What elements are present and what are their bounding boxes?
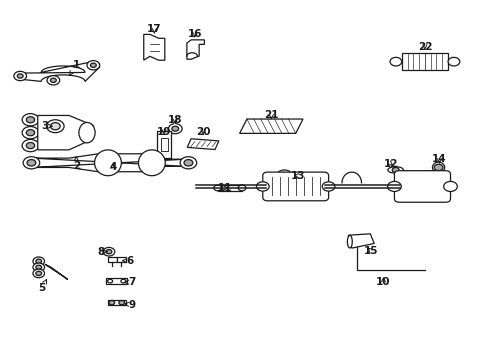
Text: 4: 4 <box>109 162 116 172</box>
Text: 5: 5 <box>39 279 46 293</box>
Circle shape <box>180 157 196 169</box>
Circle shape <box>26 143 35 149</box>
Text: 1: 1 <box>69 60 80 76</box>
Bar <box>157 131 171 158</box>
Text: 17: 17 <box>147 24 161 35</box>
Circle shape <box>26 117 35 123</box>
Text: 21: 21 <box>264 110 278 120</box>
Text: 10: 10 <box>375 277 390 287</box>
Text: 13: 13 <box>290 171 305 181</box>
Circle shape <box>443 181 456 192</box>
Circle shape <box>46 120 64 133</box>
Polygon shape <box>187 139 219 149</box>
Circle shape <box>36 271 41 275</box>
FancyBboxPatch shape <box>262 172 328 201</box>
Circle shape <box>22 114 39 126</box>
Circle shape <box>256 182 268 191</box>
Text: 7: 7 <box>124 277 136 287</box>
Text: 6: 6 <box>122 256 133 266</box>
Bar <box>117 257 125 262</box>
Circle shape <box>447 57 459 66</box>
Polygon shape <box>217 185 242 191</box>
Polygon shape <box>143 35 164 60</box>
Circle shape <box>433 164 442 171</box>
Circle shape <box>119 301 124 305</box>
Polygon shape <box>38 116 93 150</box>
Circle shape <box>22 126 39 139</box>
Circle shape <box>391 167 398 172</box>
Ellipse shape <box>79 122 95 143</box>
Text: 18: 18 <box>168 115 182 125</box>
Polygon shape <box>347 234 373 248</box>
Circle shape <box>33 257 44 265</box>
Bar <box>401 53 447 70</box>
Circle shape <box>36 259 41 264</box>
Circle shape <box>238 185 245 191</box>
Polygon shape <box>17 62 100 81</box>
FancyBboxPatch shape <box>394 171 449 202</box>
Circle shape <box>109 301 115 305</box>
Circle shape <box>23 157 40 169</box>
Ellipse shape <box>94 150 121 176</box>
Text: 9: 9 <box>124 300 136 310</box>
Circle shape <box>107 279 112 283</box>
Text: 12: 12 <box>383 159 397 169</box>
Circle shape <box>33 269 44 278</box>
Ellipse shape <box>387 167 403 173</box>
Circle shape <box>171 126 178 131</box>
Text: 16: 16 <box>187 29 202 39</box>
Circle shape <box>276 170 292 181</box>
Text: 19: 19 <box>157 127 171 136</box>
Circle shape <box>87 60 100 70</box>
Bar <box>107 300 125 305</box>
Circle shape <box>387 181 401 192</box>
Circle shape <box>121 279 125 283</box>
Circle shape <box>280 172 288 179</box>
Polygon shape <box>239 119 303 134</box>
Text: 20: 20 <box>195 127 210 136</box>
Circle shape <box>36 265 41 269</box>
Circle shape <box>26 130 35 136</box>
Polygon shape <box>186 40 204 59</box>
Ellipse shape <box>346 235 351 248</box>
Polygon shape <box>45 264 68 279</box>
Text: 2: 2 <box>73 157 80 171</box>
Circle shape <box>22 139 39 152</box>
Circle shape <box>90 63 96 67</box>
Circle shape <box>106 249 112 254</box>
Circle shape <box>17 74 23 78</box>
Circle shape <box>282 174 286 177</box>
Ellipse shape <box>138 150 165 176</box>
Ellipse shape <box>431 162 444 173</box>
Circle shape <box>50 78 56 82</box>
Bar <box>160 138 167 151</box>
Circle shape <box>322 182 334 191</box>
Polygon shape <box>32 154 185 172</box>
Bar <box>107 257 117 262</box>
Circle shape <box>27 159 36 166</box>
Text: 15: 15 <box>363 246 378 256</box>
Circle shape <box>47 76 60 85</box>
Circle shape <box>213 185 221 191</box>
Circle shape <box>33 263 44 271</box>
Bar <box>106 278 127 284</box>
Circle shape <box>168 124 182 134</box>
Circle shape <box>50 123 60 130</box>
Circle shape <box>183 159 192 166</box>
Text: 3: 3 <box>41 121 52 131</box>
Text: 14: 14 <box>431 154 446 164</box>
Text: 11: 11 <box>217 183 232 193</box>
Circle shape <box>14 71 26 81</box>
Circle shape <box>103 247 115 256</box>
Text: 22: 22 <box>417 42 431 51</box>
Text: 8: 8 <box>97 247 107 257</box>
Circle shape <box>389 57 401 66</box>
